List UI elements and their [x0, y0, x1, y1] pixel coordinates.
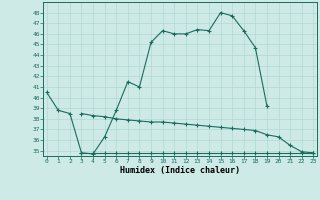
X-axis label: Humidex (Indice chaleur): Humidex (Indice chaleur) [120, 166, 240, 175]
